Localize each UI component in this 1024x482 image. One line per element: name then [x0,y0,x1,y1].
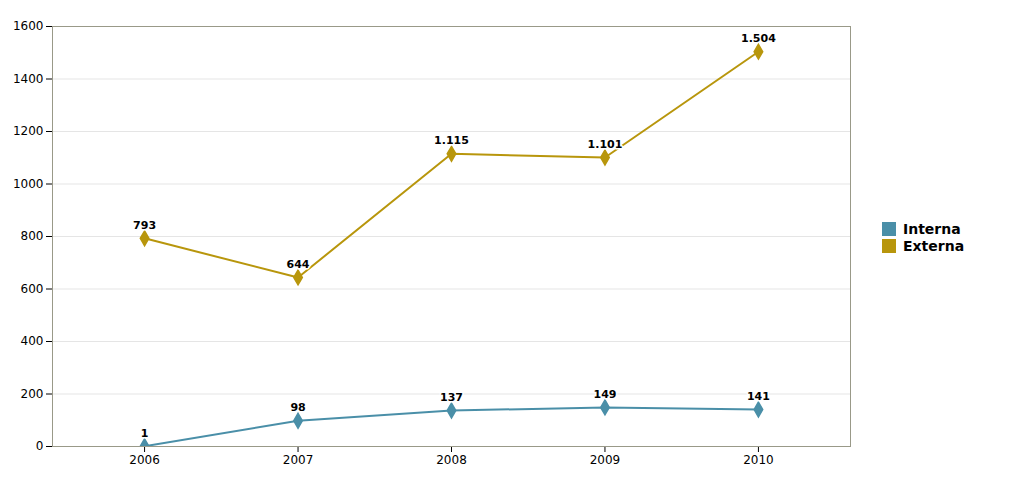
svg-text:2008: 2008 [436,453,467,467]
svg-text:800: 800 [21,229,44,243]
svg-text:141: 141 [747,390,770,403]
html-text:Interna: Interna [903,220,961,237]
svg-text:1200: 1200 [13,124,44,138]
svg-text:1.115: 1.115 [434,134,469,147]
svg-text:2010: 2010 [743,453,774,467]
svg-text:1: 1 [141,427,149,440]
svg-text:1000: 1000 [13,177,44,191]
svg-text:600: 600 [21,282,44,296]
svg-text:137: 137 [440,391,463,404]
html-text:Externa: Externa [903,237,965,254]
svg-text:1600: 1600 [13,19,44,33]
svg-text:793: 793 [133,219,156,232]
svg-text:2007: 2007 [283,453,314,467]
svg-text:0: 0 [36,439,44,453]
svg-text:1.504: 1.504 [741,32,776,45]
svg-text:1400: 1400 [13,72,44,86]
svg-text:1.101: 1.101 [588,138,623,151]
svg-text:98: 98 [290,401,305,414]
svg-text:2009: 2009 [590,453,621,467]
svg-text:200: 200 [21,387,44,401]
svg-text:400: 400 [21,334,44,348]
svg-text:644: 644 [287,258,310,271]
svg-text:2006: 2006 [129,453,160,467]
svg-text:149: 149 [593,388,616,401]
